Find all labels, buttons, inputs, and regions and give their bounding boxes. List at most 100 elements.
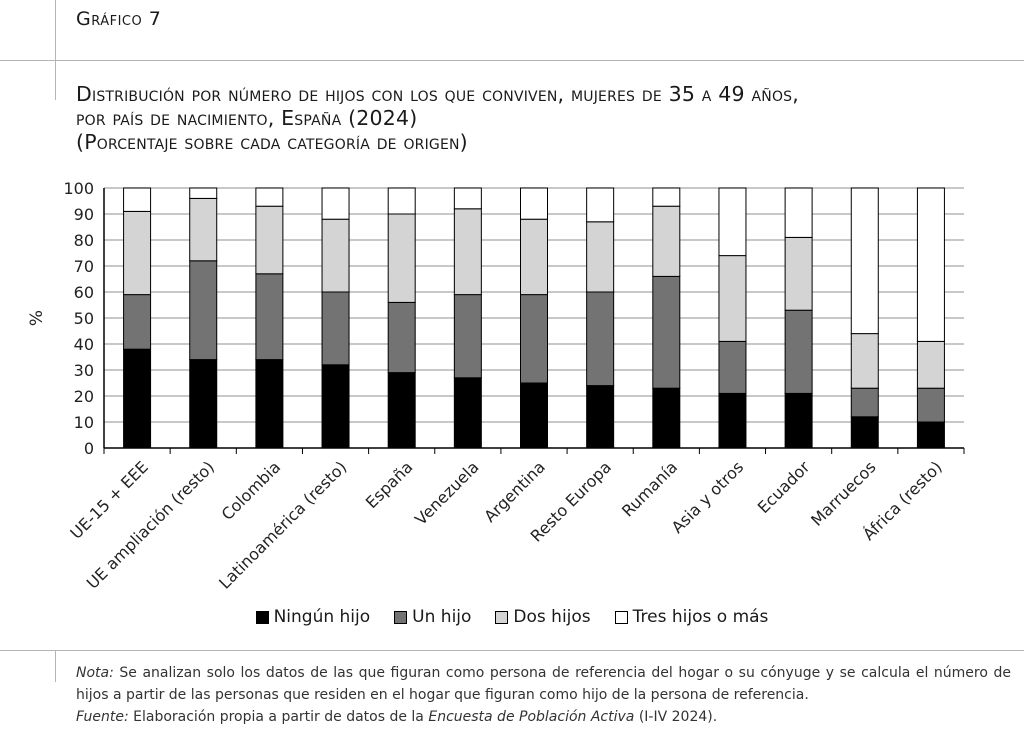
bar-segment [784,187,813,238]
bar-segment [652,205,681,277]
bar-segment [718,340,747,394]
bar-segment [189,197,218,262]
legend-item: Tres hijos o más [614,607,769,627]
bar-segment [916,421,945,449]
y-tick-label: 80 [74,231,94,250]
bar-segment [321,218,350,293]
bar-segment [321,364,350,449]
bar-segment [387,213,416,303]
y-tick-label: 100 [63,179,94,198]
footer-divider-horizontal [0,650,1024,651]
legend: Ningún hijo Un hijo Dos hijos Tres hijos o … [0,607,1024,627]
bar-segment [850,187,879,335]
legend-swatch [495,610,509,624]
y-tick-label: 10 [74,413,94,432]
legend-item: Dos hijos [495,607,591,627]
header-divider-vertical [55,0,56,100]
header-divider-horizontal [0,60,1024,61]
bar-segment [916,340,945,389]
bar-segment [586,221,615,293]
bar-segment [916,187,945,342]
x-tick-label: España [362,457,417,512]
legend-swatch [255,610,269,624]
legend-label: Dos hijos [513,607,591,627]
x-tick-label: Venezuela [411,457,483,529]
x-tick-label: Latinoamérica (resto) [215,457,350,592]
y-tick-label: 30 [74,361,94,380]
chart-title-line-2: por país de nacimiento, España (2024) [76,106,418,130]
x-tick-label: Argentina [480,457,549,526]
x-tick-label: Colombia [218,457,285,524]
bar-segment [321,187,350,220]
x-tick-label: Marruecos [807,457,879,529]
y-axis-label: % [27,310,47,326]
bar-segment [916,387,945,423]
y-tick-label: 40 [74,335,94,354]
bar-segment [387,301,416,374]
bar-segment [586,291,615,387]
y-tick-label: 60 [74,283,94,302]
bar-segment [189,260,218,361]
source-title: Encuesta de Población Activa [428,709,635,725]
bar-segment [321,291,350,366]
legend-label: Un hijo [412,607,472,627]
bar-segment [586,187,615,223]
bar-segment [652,275,681,389]
bar-segment [123,187,152,212]
bar-segment [850,416,879,449]
bar-segment [850,333,879,389]
bar-segment [784,309,813,394]
bar-segment [453,377,482,449]
legend-item: Ningún hijo [255,607,371,627]
bar-segment [586,385,615,449]
legend-item: Un hijo [394,607,471,627]
legend-label: Tres hijos o más [632,607,769,627]
bar-segment [652,187,681,207]
chart-title-line-1: Distribución por número de hijos con los… [76,82,799,106]
note-paragraph: Nota: Se analizan solo los datos de las … [76,662,1011,706]
bar-segment [718,392,747,449]
bar-segment [718,187,747,257]
legend-swatch [394,610,408,624]
bar-segment [189,359,218,449]
legend-label: Ningún hijo [273,607,371,627]
x-tick-label: UE ampliación (resto) [83,457,218,592]
source-prefix: Elaboración propia a partir de datos de … [133,709,424,725]
bar-segment [453,208,482,296]
bar-segment [189,187,218,199]
bar-segment [784,236,813,311]
bar-segment [387,187,416,215]
chart-title-line-3: (Porcentaje sobre cada categoría de orig… [76,130,468,154]
source-label: Fuente: [76,709,129,725]
bar-segment [784,392,813,449]
bar-segment [255,187,284,207]
bar-segment [520,294,548,384]
footer-divider-vertical [55,650,56,682]
bar-segment [652,387,681,449]
bar-segment [453,187,482,210]
bar-segment [520,382,548,449]
bar-segment [255,359,284,449]
bar-segment [387,372,416,449]
legend-swatch [614,610,628,624]
bar-segment [255,273,284,361]
note-label: Nota: [76,665,114,681]
x-tick-label: Ecuador [754,457,814,517]
source-suffix: (I-IV 2024). [638,709,718,725]
figure-label: Gráfico 7 [76,8,162,30]
bar-segment [123,294,152,350]
y-tick-label: 70 [74,257,94,276]
bar-segment [850,387,879,418]
source-paragraph: Fuente: Elaboración propia a partir de d… [76,706,1011,728]
bar-segment [520,218,548,296]
x-tick-label: Rumanía [618,457,681,520]
y-tick-label: 0 [84,439,94,458]
bar-segment [123,210,152,296]
notes-section: Nota: Se analizan solo los datos de las … [76,662,1011,728]
bar-segment [255,205,284,275]
bar-segment [520,187,548,220]
bar-segment [123,348,152,449]
y-tick-label: 20 [74,387,94,406]
y-tick-label: 90 [74,205,94,224]
